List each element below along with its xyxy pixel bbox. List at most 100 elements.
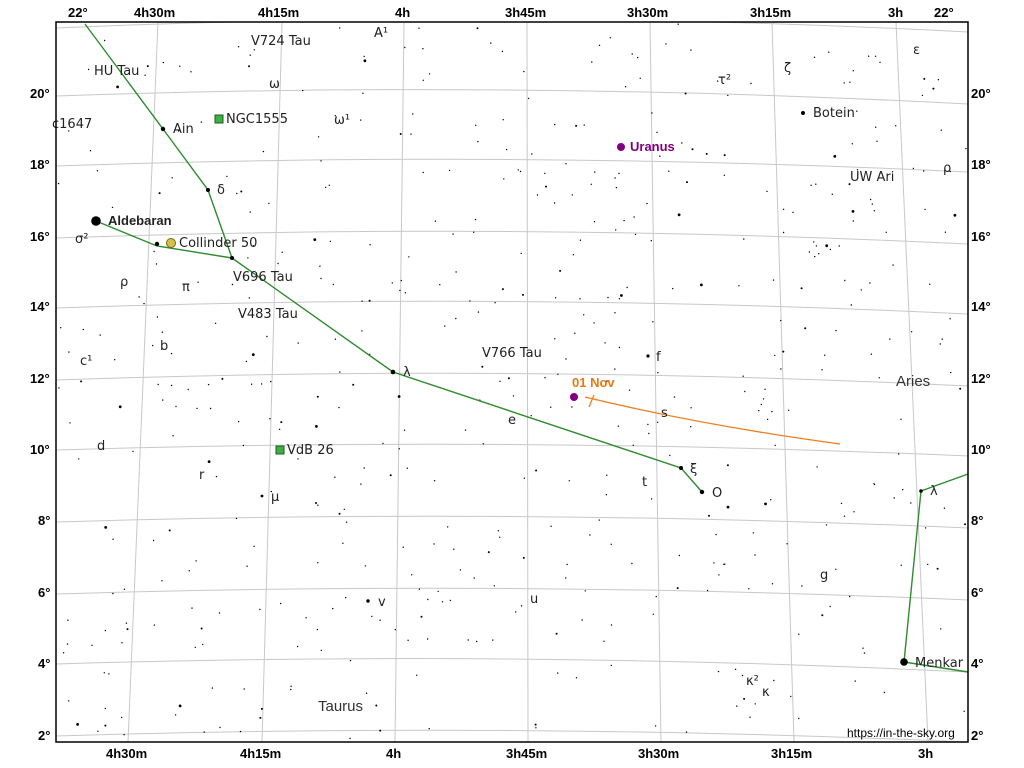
background-star (900, 564, 902, 566)
background-star (259, 608, 261, 611)
background-star (315, 425, 318, 428)
background-star (467, 639, 469, 641)
background-star (418, 27, 420, 29)
background-star (748, 588, 750, 590)
background-star (243, 688, 245, 690)
background-star (89, 150, 92, 152)
background-star (162, 399, 164, 401)
lambda-cet-star (919, 489, 923, 493)
vdb26-marker (275, 445, 285, 455)
background-star (713, 562, 715, 564)
background-star (559, 269, 562, 272)
background-star (253, 49, 255, 51)
background-star (218, 612, 221, 614)
right-dec-label: 18° (971, 157, 991, 172)
background-star (924, 527, 927, 529)
background-star (246, 565, 248, 567)
background-star (382, 442, 384, 445)
background-star (502, 119, 504, 121)
background-star (929, 283, 931, 285)
background-star (209, 407, 212, 410)
xi-star (679, 466, 683, 470)
background-star (617, 425, 620, 427)
background-star (196, 407, 198, 410)
background-star (156, 316, 159, 318)
label-kappa2: κ² (746, 674, 759, 689)
background-star (606, 474, 608, 476)
bottom-ra-label: 4h15m (240, 746, 281, 761)
background-star (116, 85, 119, 89)
label-lambda-tau: λ (403, 365, 411, 380)
background-star (501, 288, 504, 291)
background-star (262, 150, 265, 153)
background-star (593, 221, 596, 223)
background-star (161, 580, 163, 582)
background-star (455, 271, 457, 273)
background-star (248, 65, 250, 68)
background-star (505, 148, 508, 151)
left-dec-label: 12° (30, 371, 50, 386)
top-ra-label: 4h (395, 5, 410, 20)
background-star (685, 731, 688, 733)
label-uw-ari: UW Ari (850, 170, 894, 185)
background-star (531, 153, 533, 155)
background-star (860, 289, 862, 291)
background-star (334, 338, 337, 340)
background-star (885, 231, 887, 233)
background-star (343, 508, 345, 510)
background-star (476, 640, 478, 643)
left-dec-label: 10° (30, 442, 50, 457)
background-star (162, 61, 165, 64)
background-star (363, 59, 367, 63)
label-tau2: τ² (718, 73, 731, 88)
background-star (676, 587, 679, 590)
background-star (517, 169, 519, 171)
background-star (824, 354, 826, 356)
background-star (349, 659, 352, 662)
background-star (152, 539, 155, 542)
background-star (247, 257, 249, 259)
background-star (750, 681, 752, 683)
background-star (251, 353, 255, 356)
background-star (856, 169, 859, 171)
background-star (544, 377, 546, 379)
background-star (941, 338, 943, 340)
background-star (963, 710, 965, 712)
background-star (200, 121, 203, 123)
background-star (316, 395, 319, 398)
background-star (590, 183, 592, 185)
background-star (231, 283, 234, 286)
uranus-path (584, 394, 841, 445)
background-star (297, 342, 299, 344)
background-star (362, 92, 364, 95)
background-star (76, 723, 79, 726)
top-ra-label: 22° (934, 5, 954, 20)
planet-labels: Uranus 01 Nov (572, 139, 675, 390)
background-star (614, 312, 616, 314)
background-star (718, 574, 720, 576)
background-star (338, 406, 340, 409)
background-star (515, 611, 517, 613)
background-star (650, 240, 652, 242)
background-star (631, 562, 633, 565)
background-star (237, 421, 240, 423)
background-star (623, 219, 625, 222)
background-star (195, 560, 197, 562)
background-star (60, 327, 62, 329)
background-star (875, 126, 877, 128)
background-star (87, 68, 90, 71)
background-star (678, 554, 681, 557)
background-star (944, 231, 947, 233)
collinder50-marker (166, 238, 176, 248)
label-a1: A¹ (374, 26, 388, 41)
background-star (565, 163, 567, 165)
background-star (523, 477, 525, 479)
credit-link[interactable]: https://in-the-sky.org (847, 726, 955, 740)
background-star (572, 254, 575, 256)
background-star (665, 43, 667, 45)
background-star (808, 251, 811, 253)
cetus-line (903, 473, 969, 673)
background-star (774, 444, 776, 447)
background-star (427, 598, 429, 601)
